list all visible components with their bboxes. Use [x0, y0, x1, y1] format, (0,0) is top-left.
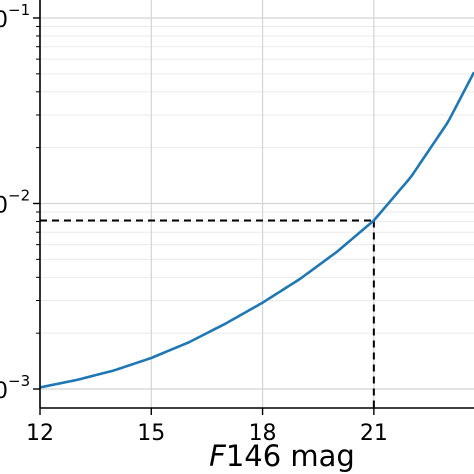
- x-tick-label: 12: [26, 421, 54, 446]
- y-tick-label: 0: [0, 193, 8, 218]
- y-tick-label-exponent: −1: [8, 1, 30, 19]
- y-tick-label-base: 0: [0, 379, 8, 404]
- y-tick-label-exponent: −3: [8, 372, 30, 390]
- grid: [39, 0, 474, 408]
- x-tick-label: 18: [249, 421, 277, 446]
- series-line: [39, 71, 474, 389]
- y-tick-label-base: 0: [0, 8, 8, 33]
- y-tick-label-base: 0: [0, 193, 8, 218]
- x-tick-label: 15: [137, 421, 165, 446]
- x-axis-label-italic: F: [209, 439, 227, 473]
- series-lines: [39, 71, 474, 389]
- reference-lines: [40, 219, 375, 408]
- x-tick-label: 21: [360, 421, 388, 446]
- y-tick-label-exponent: −2: [8, 186, 30, 204]
- x-axis-label-rest: 146 mag: [226, 439, 355, 473]
- axes: [33, 0, 474, 415]
- x-axis-label: F146 mag: [209, 439, 355, 473]
- y-tick-label: 0: [0, 379, 8, 404]
- y-tick-label: 0: [0, 8, 8, 33]
- x-tick-labels: 12 15 18 21: [26, 421, 388, 446]
- y-tick-labels: 0 −10 −20 −3: [0, 1, 30, 404]
